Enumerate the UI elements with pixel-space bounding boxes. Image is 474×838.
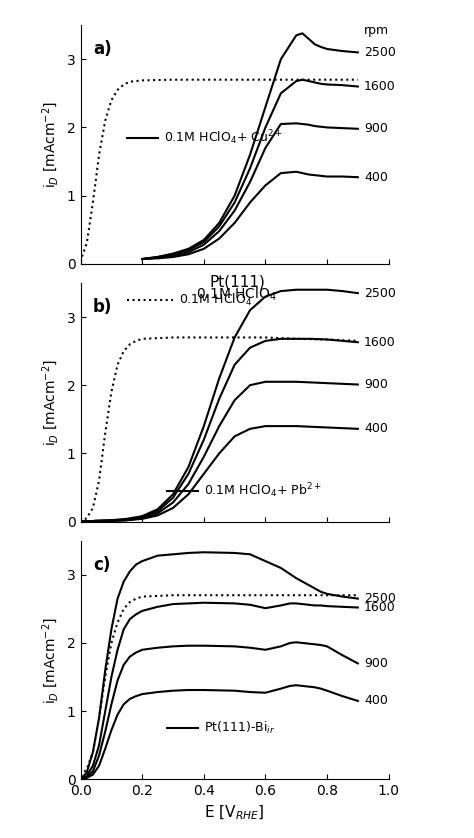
Y-axis label: i$_D$ [mAcm$^{-2}$]: i$_D$ [mAcm$^{-2}$] (41, 101, 61, 188)
Text: 2500: 2500 (364, 592, 396, 605)
Text: Pt(111)-Bi$_{ir}$: Pt(111)-Bi$_{ir}$ (204, 720, 275, 737)
Text: Pt(111): Pt(111) (209, 275, 265, 289)
Text: 900: 900 (364, 378, 388, 391)
Text: 900: 900 (364, 657, 388, 670)
Text: 400: 400 (364, 422, 388, 435)
Text: 1600: 1600 (364, 601, 396, 614)
Text: 2500: 2500 (364, 287, 396, 300)
Text: c): c) (93, 556, 110, 574)
X-axis label: E [V$_{RHE}$]: E [V$_{RHE}$] (204, 804, 265, 822)
Text: b): b) (93, 297, 112, 316)
Text: 0.1M HClO$_4$+ Cu$^{2+}$: 0.1M HClO$_4$+ Cu$^{2+}$ (164, 128, 283, 147)
Text: 2500: 2500 (364, 46, 396, 59)
Text: 1600: 1600 (364, 336, 396, 349)
Text: a): a) (93, 40, 111, 58)
Text: rpm: rpm (364, 24, 389, 37)
Text: 900: 900 (364, 122, 388, 135)
Y-axis label: i$_D$ [mAcm$^{-2}$]: i$_D$ [mAcm$^{-2}$] (41, 359, 61, 446)
Text: 0.1M HClO$_4$: 0.1M HClO$_4$ (197, 286, 277, 303)
Text: 400: 400 (364, 171, 388, 184)
Y-axis label: i$_D$ [mAcm$^{-2}$]: i$_D$ [mAcm$^{-2}$] (41, 617, 61, 704)
Text: 0.1M HClO$_4$: 0.1M HClO$_4$ (179, 292, 252, 308)
Text: 0.1M HClO$_4$+ Pb$^{2+}$: 0.1M HClO$_4$+ Pb$^{2+}$ (204, 482, 322, 500)
Text: 1600: 1600 (364, 80, 396, 93)
Text: 400: 400 (364, 695, 388, 707)
